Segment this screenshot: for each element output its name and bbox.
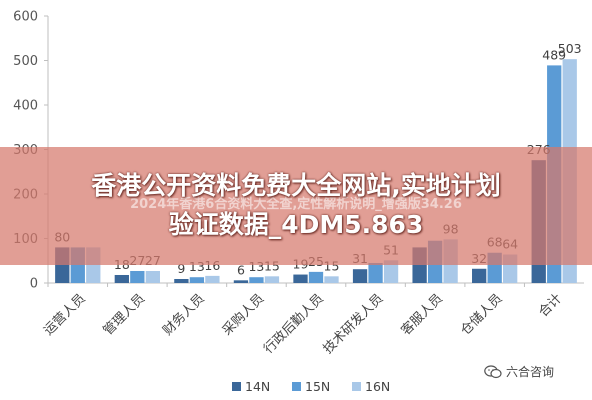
data-label: 6 [237,262,245,277]
bar [130,270,145,283]
bar [249,277,264,283]
wechat-icon [484,364,502,378]
bar [368,262,383,283]
bar [324,276,339,283]
bar [205,275,220,283]
data-label: 489 [542,47,566,62]
overlay-headline-line2: 验证数据_4DM5.863 [168,210,424,239]
y-tick-label: 400 [13,99,38,114]
x-category-label: 行政后勤人员 [261,291,327,357]
bar [472,268,487,283]
x-category-label: 运营人员 [41,291,88,338]
x-category-label: 技术研发人员 [320,291,386,357]
chart-legend: 14N 15N 16N [232,379,390,394]
watermark-text: 六合咨询 [506,365,555,379]
bar [293,274,308,283]
x-category-label: 仓储人员 [458,291,505,338]
y-tick-label: 500 [13,54,38,69]
bar [114,274,129,283]
x-category-label: 管理人员 [101,291,148,338]
watermark: 六合咨询 [484,363,554,380]
bar [189,277,205,283]
legend-entry: 15N [305,379,330,394]
y-tick-label: 0 [30,277,38,292]
x-category-label: 合计 [536,291,565,320]
legend-swatch [232,382,241,391]
data-label: 503 [558,41,582,56]
overlay-headline-line1: 香港公开资料免费大全网站,实地计划 [91,171,501,200]
x-category-label: 财务人员 [160,291,208,339]
bar [233,280,249,283]
bar [352,269,368,283]
y-tick-label: 600 [13,10,38,25]
x-category-label: 采购人员 [219,291,267,339]
bar [264,276,280,283]
legend-swatch [292,382,301,391]
overlay-subline: 2024年香港6合资料大全查,定性解析说明_增强版34.26 [130,197,462,212]
legend-entry: 16N [365,379,390,394]
bar [145,270,160,283]
bar [383,260,399,283]
x-category-label: 客服人员 [398,291,446,339]
legend-entry: 14N [245,379,270,394]
legend-swatch [352,382,361,391]
data-label: 9 [177,261,185,276]
overlay-banner [0,147,592,265]
bar [174,278,189,283]
bar [308,271,324,283]
